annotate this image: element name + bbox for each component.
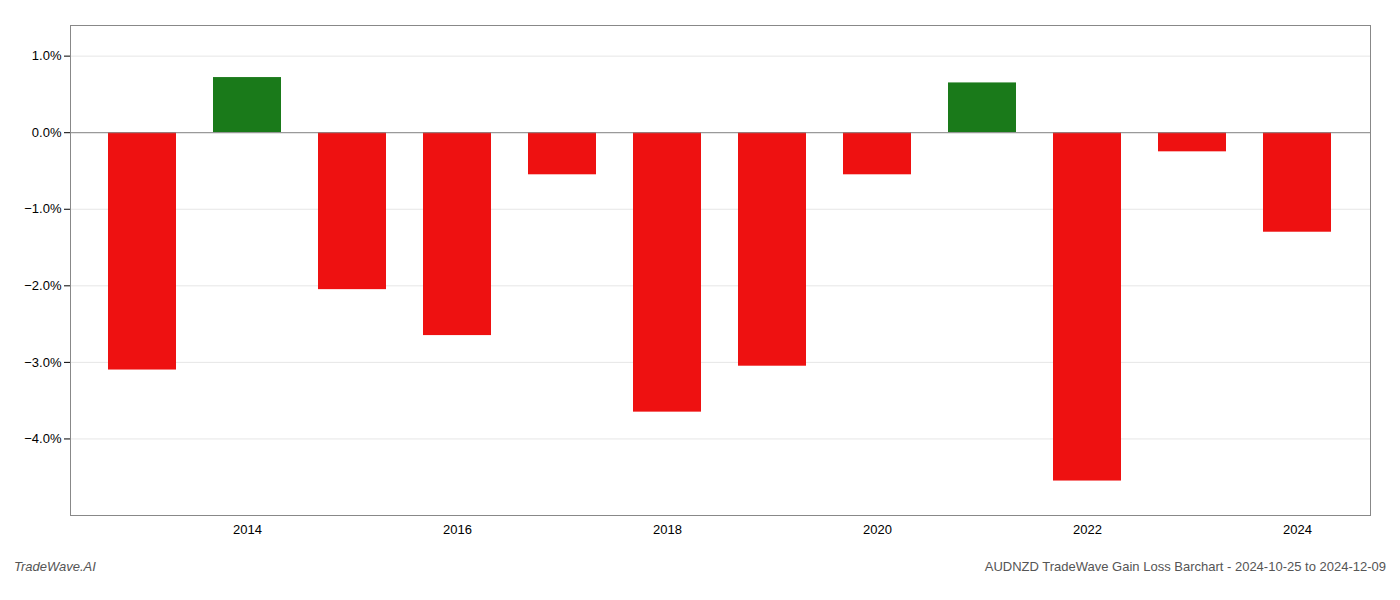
svg-text:2014: 2014 [233, 522, 262, 537]
svg-text:−2.0%: −2.0% [24, 278, 62, 293]
html-text:TradeWave.AI: TradeWave.AI [14, 559, 96, 574]
svg-text:−1.0%: −1.0% [24, 201, 62, 216]
svg-text:2020: 2020 [863, 522, 892, 537]
svg-text:2018: 2018 [653, 522, 682, 537]
svg-text:2016: 2016 [443, 522, 472, 537]
svg-text:2024: 2024 [1283, 522, 1312, 537]
svg-text:2022: 2022 [1073, 522, 1102, 537]
svg-text:−3.0%: −3.0% [24, 355, 62, 370]
svg-text:1.0%: 1.0% [32, 48, 62, 63]
svg-text:0.0%: 0.0% [32, 125, 62, 140]
html-text:AUDNZD TradeWave Gain Loss Bar: AUDNZD TradeWave Gain Loss Barchart - 20… [984, 559, 1386, 574]
svg-text:−4.0%: −4.0% [24, 431, 62, 446]
